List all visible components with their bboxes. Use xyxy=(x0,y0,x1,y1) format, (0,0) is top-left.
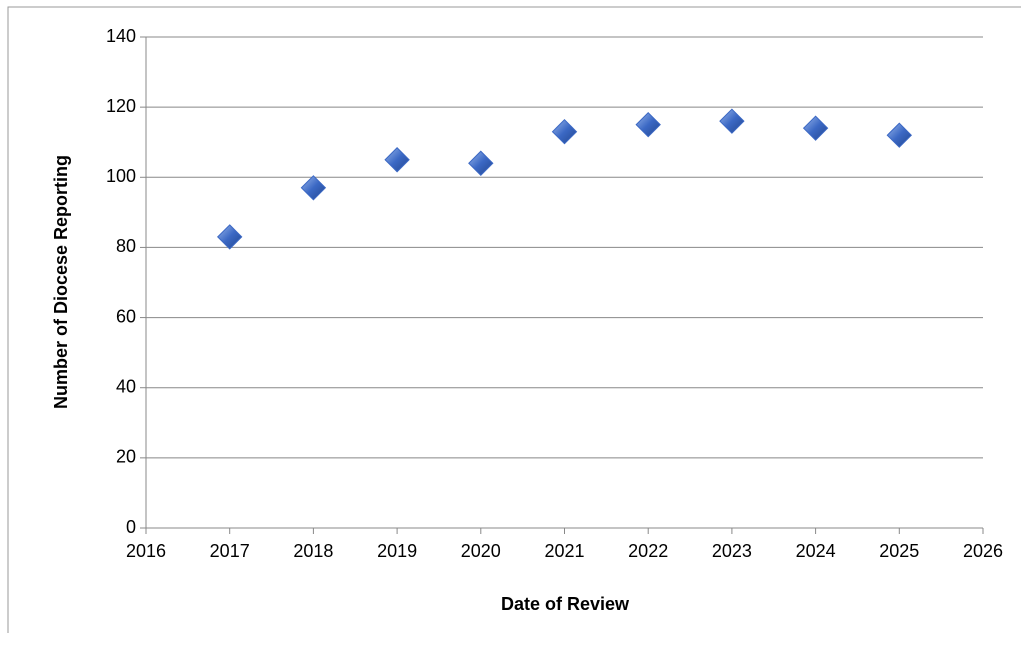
x-axis-title: Date of Review xyxy=(501,594,630,614)
point xyxy=(635,111,661,138)
point xyxy=(802,115,829,141)
y-tick-label: 140 xyxy=(106,26,136,46)
y-tick-label: 60 xyxy=(116,306,136,326)
y-tick-label: 100 xyxy=(106,166,136,186)
x-tick-label: 2024 xyxy=(796,541,836,561)
y-tick-label: 120 xyxy=(106,96,136,116)
x-tick-label: 2017 xyxy=(210,541,250,561)
point xyxy=(300,175,327,201)
x-tick-label: 2019 xyxy=(377,541,417,561)
x-tick-label: 2018 xyxy=(293,541,333,561)
point xyxy=(551,118,578,145)
y-axis-title: Number of Diocese Reporting xyxy=(51,155,71,409)
point xyxy=(719,108,745,134)
chart-border xyxy=(7,6,1021,633)
point xyxy=(384,147,410,173)
y-tick-label: 0 xyxy=(126,517,136,537)
point xyxy=(468,150,494,176)
point xyxy=(886,122,913,148)
y-tick-label: 20 xyxy=(116,447,136,467)
x-tick-label: 2020 xyxy=(461,541,501,561)
x-tick-label: 2023 xyxy=(712,541,752,561)
y-tick-label: 80 xyxy=(116,236,136,256)
x-tick-label: 2021 xyxy=(544,541,584,561)
x-tick-label: 2025 xyxy=(879,541,919,561)
x-tick-label: 2022 xyxy=(628,541,668,561)
point xyxy=(216,224,243,250)
y-tick-label: 40 xyxy=(116,376,136,396)
x-tick-label: 2016 xyxy=(126,541,166,561)
x-tick-label: 2026 xyxy=(963,541,1003,561)
